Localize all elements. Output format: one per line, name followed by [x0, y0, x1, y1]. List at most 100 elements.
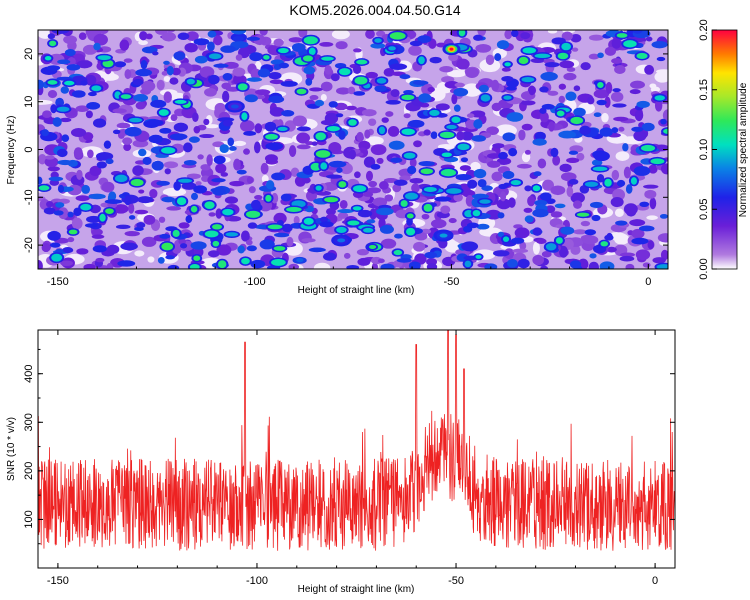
heatmap-x-axis-label: Height of straight line (km)	[298, 285, 415, 296]
heatmap-cell	[631, 228, 645, 239]
heatmap-cell	[51, 30, 70, 34]
heatmap-cell	[614, 208, 624, 218]
heatmap-cell	[559, 245, 568, 258]
heatmap-cell	[544, 61, 560, 68]
heatmap-cell	[173, 51, 186, 61]
heatmap-cell	[190, 241, 207, 250]
heatmap-cell	[524, 149, 531, 155]
heatmap-cell	[521, 100, 536, 106]
heatmap-cell	[573, 200, 583, 209]
heatmap-cell	[117, 260, 136, 267]
heatmap-cell	[162, 187, 187, 197]
heatmap-cell	[365, 170, 373, 182]
heatmap-cell	[286, 236, 294, 247]
heatmap-cell	[479, 199, 491, 204]
heatmap-cell	[417, 35, 432, 43]
heatmap-cell	[510, 237, 525, 244]
heatmap-cell	[273, 246, 286, 251]
heatmap-cell	[52, 117, 62, 127]
heatmap-cell	[106, 263, 114, 269]
heatmap-cell	[271, 258, 286, 266]
heatmap-cell	[473, 168, 487, 179]
heatmap-cell	[429, 56, 442, 64]
heatmap-cell	[622, 143, 629, 152]
heatmap-cell	[521, 123, 533, 131]
heatmap-cell	[173, 181, 181, 191]
heatmap-cell	[573, 229, 587, 235]
heatmap-cell	[233, 158, 241, 171]
heatmap-cell	[47, 230, 61, 241]
heatmap-cell	[197, 154, 204, 160]
heatmap-cell	[293, 216, 300, 225]
heatmap-cell	[338, 181, 347, 188]
heatmap-cell	[254, 89, 271, 96]
heatmap-cell	[41, 129, 49, 137]
heatmap-cell	[311, 141, 318, 146]
heatmap-cell	[269, 79, 284, 85]
heatmap-cell	[64, 80, 75, 86]
heatmap-cell	[625, 263, 635, 269]
heatmap-cell	[337, 212, 349, 219]
heatmap-cell	[466, 113, 475, 118]
heatmap-cell	[561, 31, 573, 41]
heatmap-cell	[207, 41, 215, 52]
heatmap-cell	[388, 46, 396, 51]
heatmap-cell	[135, 68, 153, 77]
heatmap-cell	[338, 130, 346, 140]
heatmap-cell	[356, 248, 369, 256]
heatmap-cell	[566, 157, 580, 164]
heatmap-cell	[610, 196, 624, 208]
heatmap-cell	[194, 55, 208, 64]
heatmap-cell	[124, 69, 132, 80]
heatmap-cell	[130, 179, 144, 187]
heatmap-cell	[268, 71, 282, 80]
heatmap-cell	[599, 127, 613, 137]
heatmap-cell	[435, 103, 450, 111]
heatmap-cell	[241, 257, 250, 265]
heatmap-cell	[134, 250, 145, 257]
heatmap-cell	[370, 144, 387, 156]
heatmap-cell	[406, 213, 414, 219]
heatmap-cell	[631, 126, 644, 132]
heatmap-cell	[354, 76, 368, 85]
heatmap-cell	[64, 49, 76, 57]
heatmap-cell	[76, 169, 83, 180]
heatmap-cell	[57, 159, 74, 166]
heatmap-cell	[180, 243, 188, 249]
heatmap-cell	[189, 263, 200, 269]
heatmap-cell	[243, 148, 250, 155]
heatmap-cell	[486, 126, 499, 135]
heatmap-cell	[188, 136, 200, 143]
heatmap-cell	[135, 101, 146, 110]
heatmap-cell	[280, 193, 292, 202]
heatmap-cell	[215, 163, 227, 174]
heatmap-cell	[212, 187, 226, 196]
heatmap-cell	[250, 199, 261, 210]
heatmap-cell	[352, 206, 362, 211]
heatmap-cell	[434, 196, 452, 202]
heatmap-cell	[399, 175, 411, 181]
heatmap-cell	[384, 194, 394, 202]
heatmap-cell	[190, 205, 198, 213]
heatmap-cell	[67, 237, 75, 243]
heatmap-cell	[78, 32, 87, 41]
heatmap-cell	[199, 134, 215, 139]
heatmap-cell	[570, 116, 584, 125]
heatmap-cell	[213, 155, 226, 165]
heatmap-cell	[132, 165, 144, 176]
heatmap-cell	[400, 200, 408, 207]
heatmap-cell	[305, 78, 313, 86]
heatmap-cell	[102, 59, 114, 68]
heatmap-cell	[570, 34, 582, 43]
heatmap-cell	[218, 260, 227, 269]
heatmap-cell	[49, 40, 57, 47]
x-tick-label: -150	[47, 575, 69, 587]
heatmap-cell	[288, 263, 300, 269]
heatmap-cell	[368, 180, 378, 188]
heatmap-cell	[195, 181, 202, 186]
heatmap-cell	[579, 125, 591, 136]
heatmap-cell	[491, 102, 502, 112]
heatmap-cell	[389, 63, 408, 70]
heatmap-cell	[383, 67, 395, 77]
